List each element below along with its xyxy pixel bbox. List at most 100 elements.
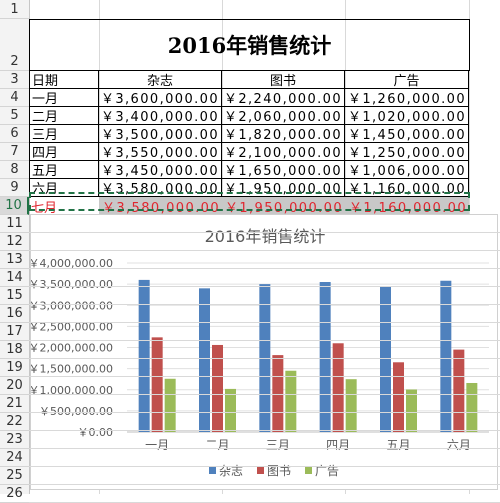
bar-1 [453, 349, 465, 432]
row-header-17[interactable]: 17 [0, 323, 29, 341]
bar-0 [380, 286, 391, 432]
x-tick-label: 五月 [386, 438, 410, 452]
sheet-title-cell[interactable]: 2016年销售统计 [29, 19, 470, 71]
row-header-11[interactable]: 11 [0, 215, 29, 233]
row-header-8[interactable]: 8 [0, 161, 29, 179]
header-cell-date[interactable]: 日期 [29, 71, 99, 89]
row-header-23[interactable]: 23 [0, 431, 29, 449]
bar-0 [138, 279, 150, 432]
books-cell[interactable]: ￥1,650,000.00 [222, 161, 345, 179]
row-gridline [29, 394, 500, 395]
books-cell[interactable]: ￥2,100,000.00 [222, 143, 345, 161]
y-tick-label: ￥3,500,000.00 [31, 278, 113, 291]
row-gridline [29, 412, 500, 413]
row-header-26[interactable]: 26 [0, 485, 29, 503]
ads-cell[interactable]: ￥1,020,000.00 [345, 107, 469, 125]
row-gridline [29, 484, 500, 485]
row-header-18[interactable]: 18 [0, 341, 29, 359]
bar-2 [285, 370, 297, 432]
chart-title: 2016年销售统计 [204, 227, 326, 246]
row-header-2[interactable]: 2 [0, 19, 29, 71]
ads-cell[interactable]: ￥1,450,000.00 [345, 125, 469, 143]
books-cell[interactable]: ￥1,820,000.00 [222, 125, 345, 143]
row-header-7[interactable]: 7 [0, 143, 29, 161]
y-tick-label: ￥2,500,000.00 [31, 320, 113, 333]
x-tick-label: 六月 [447, 438, 471, 452]
magazine-cell[interactable]: ￥3,400,000.00 [99, 107, 222, 125]
magazine-cell[interactable]: ￥3,450,000.00 [99, 161, 222, 179]
embedded-chart[interactable]: 2016年销售统计 ￥0.00 ￥500,000.00 ￥1,000,000.00 ￥… [30, 214, 498, 490]
date-cell[interactable]: 五月 [29, 161, 99, 179]
row-header-3[interactable]: 3 [0, 71, 29, 89]
row-header-5[interactable]: 5 [0, 107, 29, 125]
bar-1 [151, 337, 163, 432]
bar-0 [199, 288, 210, 432]
row-header-19[interactable]: 19 [0, 359, 29, 377]
y-tick-label: ￥3,000,000.00 [31, 299, 113, 312]
bar-1 [332, 343, 344, 432]
bar-2 [406, 389, 417, 432]
row-header-4[interactable]: 4 [0, 89, 29, 107]
row-header-25[interactable]: 25 [0, 467, 29, 485]
row-gridline [29, 268, 500, 269]
row-gridline [29, 286, 500, 287]
row-gridline [29, 466, 500, 467]
header-cell-ads[interactable]: 广告 [345, 71, 469, 89]
row-header-12[interactable]: 12 [0, 233, 29, 251]
row-header-24[interactable]: 24 [0, 449, 29, 467]
row-header-1[interactable]: 1 [0, 0, 29, 19]
row-header-6[interactable]: 6 [0, 125, 29, 143]
books-cell[interactable]: ￥2,240,000.00 [222, 89, 345, 107]
row-header-21[interactable]: 21 [0, 395, 29, 413]
date-cell[interactable]: 三月 [29, 125, 99, 143]
row-header-16[interactable]: 16 [0, 305, 29, 323]
x-tick-label: 二月 [205, 438, 229, 452]
x-tick-label: 一月 [145, 438, 169, 452]
header-cell-books[interactable]: 图书 [222, 71, 345, 89]
legend-label: 广告 [315, 464, 339, 478]
copy-selection-marquee [29, 192, 470, 211]
bar-0 [319, 282, 331, 432]
x-tick-label: 三月 [266, 438, 290, 452]
row-header-9[interactable]: 9 [0, 179, 29, 197]
date-cell[interactable]: 四月 [29, 143, 99, 161]
legend-label: 图书 [267, 464, 291, 478]
date-cell[interactable]: 二月 [29, 107, 99, 125]
row-header-15[interactable]: 15 [0, 287, 29, 305]
magazine-cell[interactable]: ￥3,550,000.00 [99, 143, 222, 161]
row-gridline [29, 304, 500, 305]
legend-swatch [257, 467, 264, 474]
row-gridline [29, 232, 500, 233]
ads-cell[interactable]: ￥1,260,000.00 [345, 89, 469, 107]
ads-cell[interactable]: ￥1,250,000.00 [345, 143, 469, 161]
row-gridline [29, 430, 500, 431]
magazine-cell[interactable]: ￥3,500,000.00 [99, 125, 222, 143]
row-gridline [29, 340, 500, 341]
row-header-10[interactable]: 10 [0, 197, 29, 215]
magazine-cell[interactable]: ￥3,600,000.00 [99, 89, 222, 107]
row-header-20[interactable]: 20 [0, 377, 29, 395]
legend-swatch [209, 467, 216, 474]
date-cell[interactable]: 一月 [29, 89, 99, 107]
row-gridline [29, 250, 500, 251]
bar-1 [272, 355, 284, 432]
row-gridline [29, 376, 500, 377]
row-gridline [29, 322, 500, 323]
y-tick-label: ￥4,000,000.00 [31, 257, 113, 270]
bar-0 [440, 280, 452, 432]
books-cell[interactable]: ￥2,060,000.00 [222, 107, 345, 125]
header-cell-magazine[interactable]: 杂志 [99, 71, 222, 89]
row-header-13[interactable]: 13 [0, 251, 29, 269]
y-tick-label: ￥2,000,000.00 [31, 342, 113, 355]
legend-swatch [305, 467, 312, 474]
date-cell[interactable]: 七月 [31, 200, 58, 216]
bar-2 [466, 382, 478, 432]
row-gridline [29, 448, 500, 449]
y-tick-label: ￥500,000.00 [39, 405, 113, 418]
row-header-14[interactable]: 14 [0, 269, 29, 287]
bar-2 [345, 379, 357, 432]
bar-2 [164, 378, 176, 432]
ads-cell[interactable]: ￥1,006,000.00 [345, 161, 469, 179]
row-header-22[interactable]: 22 [0, 413, 29, 431]
